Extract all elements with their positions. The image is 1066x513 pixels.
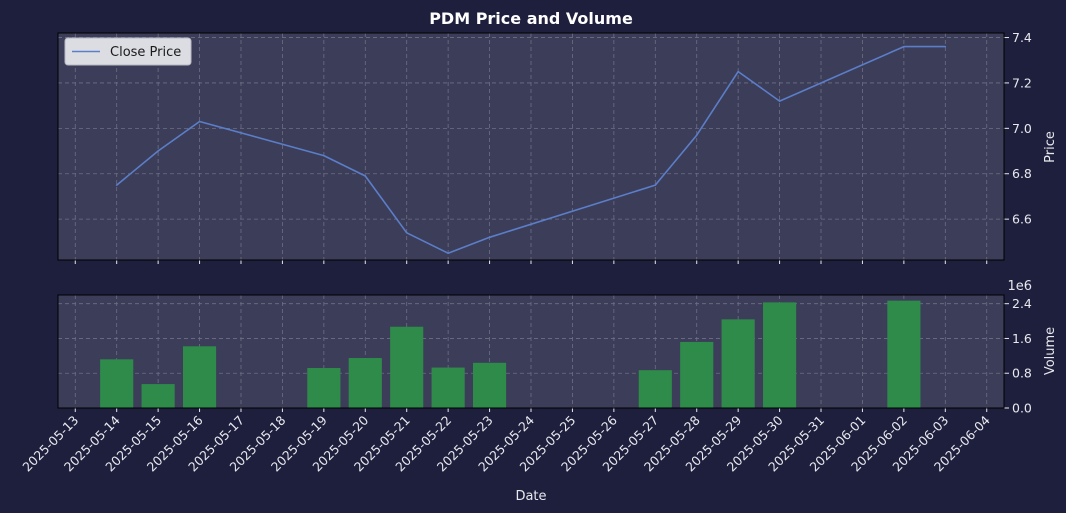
- close-price-point: [157, 150, 159, 152]
- volume-bar: [100, 359, 134, 408]
- volume-bar: [638, 370, 672, 408]
- volume-panel: 0.0 0.8 1.6 2.4: [57, 294, 1032, 416]
- volume-bar: [721, 319, 755, 408]
- volume-bar: [472, 362, 507, 408]
- volume-ytick-label: 0.8: [1012, 366, 1032, 381]
- close-price-point: [115, 184, 118, 186]
- volume-bar: [431, 367, 465, 408]
- volume-ytick-label: 0.0: [1012, 401, 1032, 416]
- legend-entry-close-price: Close Price: [110, 45, 181, 60]
- close-price-point: [488, 236, 491, 239]
- price-ytick-label: 7.2: [1012, 75, 1032, 90]
- volume-bar: [348, 358, 382, 408]
- close-price-line: [116, 45, 946, 254]
- close-price-point: [323, 154, 325, 157]
- close-price-point: [944, 45, 947, 48]
- price-frame: [57, 32, 1005, 261]
- close-price-point: [405, 231, 408, 234]
- price-ytick-label: 6.6: [1012, 212, 1032, 227]
- price-ytick-label: 7.4: [1012, 30, 1032, 45]
- volume-bar: [390, 326, 424, 408]
- price-legend: Close Price: [64, 37, 192, 66]
- close-price-point: [364, 175, 367, 177]
- volume-scale-label: 1e6: [1007, 279, 1032, 294]
- price-panel: 6.6 6.8 7.0 7.2 7.4 Close Price: [57, 30, 1032, 264]
- close-price-point: [198, 120, 201, 123]
- volume-bar: [182, 346, 217, 408]
- price-ytick-label: 7.0: [1012, 121, 1032, 136]
- chart-title: PDM Price and Volume: [429, 9, 633, 28]
- volume-ytick-label: 2.4: [1012, 296, 1032, 311]
- volume-bar: [680, 341, 714, 408]
- close-price-point: [695, 134, 698, 136]
- price-ytick-label: 6.8: [1012, 166, 1032, 181]
- close-price-point: [447, 252, 449, 254]
- close-price-point: [778, 100, 781, 102]
- volume-axis-label: Volume: [1043, 327, 1058, 375]
- x-axis-label: Date: [515, 489, 546, 504]
- legend-box: [64, 37, 192, 66]
- close-price-point: [737, 70, 739, 73]
- close-price-point: [654, 184, 657, 186]
- volume-ytick-label: 1.6: [1012, 331, 1032, 346]
- volume-bar: [307, 368, 341, 408]
- close-price-point: [903, 45, 905, 48]
- volume-bar: [763, 302, 797, 408]
- price-axis-label: Price: [1043, 131, 1058, 163]
- date-axis: 2025-05-132025-05-142025-05-152025-05-16…: [19, 412, 992, 474]
- volume-frame: [57, 294, 1005, 409]
- volume-bar: [887, 300, 921, 408]
- volume-bar: [141, 384, 175, 408]
